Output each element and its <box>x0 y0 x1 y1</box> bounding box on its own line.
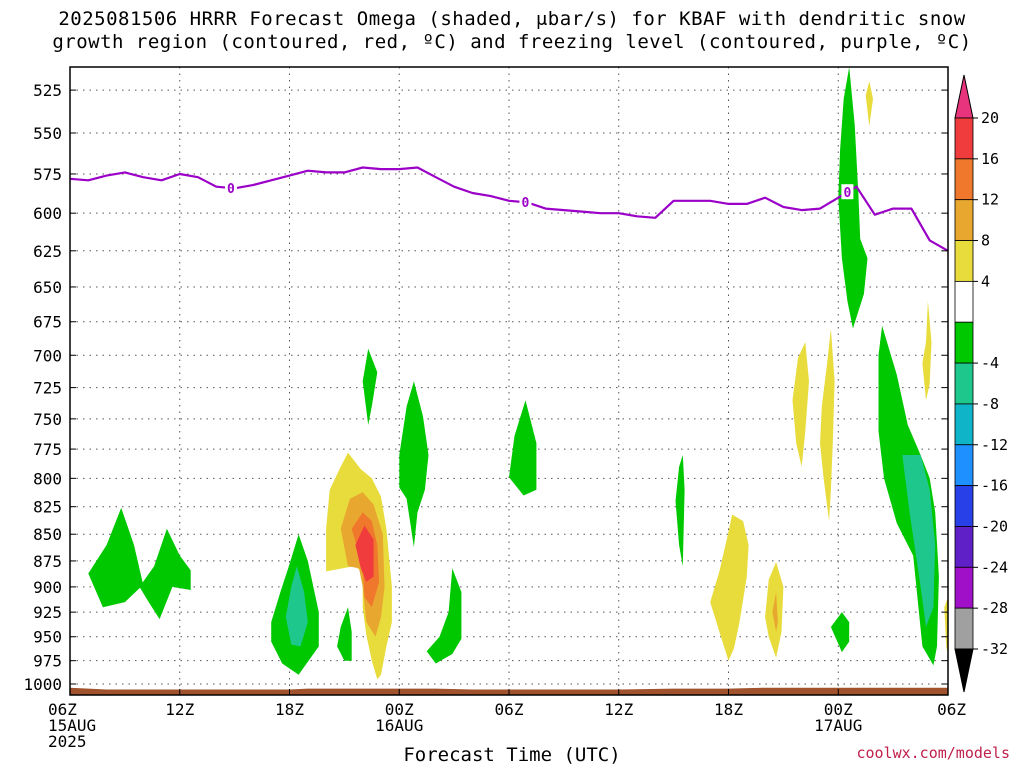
y-tick-label: 525 <box>33 81 62 100</box>
colorbar-label: -28 <box>981 599 1008 617</box>
omega-region <box>922 301 932 401</box>
omega-region <box>710 514 749 661</box>
x-tick-label: 12Z <box>165 700 194 719</box>
colorbar-label: -12 <box>981 436 1008 454</box>
omega-region <box>399 381 429 548</box>
freezing-level-label: 0 <box>843 186 851 201</box>
x-tick-label: 18Z <box>714 700 743 719</box>
grid-lines <box>69 67 949 695</box>
colorbar-label: -8 <box>981 395 999 413</box>
colorbar-segment <box>954 403 974 446</box>
colorbar-label: 20 <box>981 109 999 127</box>
freezing-label-bg <box>519 194 532 210</box>
x-tick-label: 06Z <box>495 700 524 719</box>
x-tick-label: 2025 <box>48 732 87 751</box>
y-tick-label: 600 <box>33 204 62 223</box>
omega-region <box>362 348 378 425</box>
x-tick-label: 06Z <box>937 700 966 719</box>
y-tick-label: 700 <box>33 346 62 365</box>
freezing-level-line <box>69 166 949 252</box>
y-tick-label: 725 <box>33 379 62 398</box>
freezing-label-bg <box>224 179 237 195</box>
omega-region <box>426 568 462 664</box>
colorbar-label: 12 <box>981 191 999 209</box>
x-tick-label: 17AUG <box>814 716 862 735</box>
colorbar-segment <box>954 158 974 201</box>
colorbar-segment <box>954 566 974 609</box>
chart-title-line-1: 2025081506 HRRR Forecast Omega (shaded, … <box>58 8 966 30</box>
omega-region <box>820 328 835 522</box>
y-tick-label: 900 <box>33 578 62 597</box>
colorbar-label: 8 <box>981 232 990 250</box>
colorbar-label: 16 <box>981 150 999 168</box>
colorbar-segment <box>954 321 974 364</box>
y-tick-label: 850 <box>33 525 62 544</box>
colorbar-label: -32 <box>981 640 1008 658</box>
omega-region <box>337 607 352 661</box>
colorbar-segment <box>954 117 974 160</box>
colorbar-label: -20 <box>981 517 1008 535</box>
y-tick-label: 925 <box>33 603 62 622</box>
colorbar-label: -24 <box>981 558 1008 576</box>
x-tick-label: 00Z <box>385 700 414 719</box>
x-tick-label: 06Z <box>48 700 77 719</box>
omega-region <box>139 528 191 620</box>
colorbar: 20 16 12 8 4 -4 -8 -12 -16 -20 -24 -28 -32 <box>954 74 1008 693</box>
chart-title-line-2: growth region (contoured, red, ºC) and f… <box>52 31 972 53</box>
freezing-level-label: 0 <box>522 196 530 211</box>
freezing-label-bg <box>841 184 854 200</box>
y-tick-label: 750 <box>33 410 62 429</box>
omega-region <box>830 612 850 653</box>
x-tick-label: 15AUG <box>48 716 96 735</box>
y-tick-label: 550 <box>33 124 62 143</box>
colorbar-label: -4 <box>981 354 999 372</box>
freezing-level-label: 0 <box>227 182 235 197</box>
omega-region <box>509 400 537 496</box>
omega-region <box>792 342 809 467</box>
x-tick-label: 18Z <box>275 700 304 719</box>
omega-shading <box>88 67 948 680</box>
y-tick-label: 950 <box>33 628 62 647</box>
x-tick-label: 00Z <box>824 700 853 719</box>
y-tick-label: 975 <box>33 652 62 671</box>
y-tick-label: 625 <box>33 242 62 261</box>
colorbar-segment <box>954 362 974 405</box>
omega-region <box>285 566 308 647</box>
x-tick-label: 12Z <box>604 700 633 719</box>
colorbar-top-triangle <box>954 74 974 119</box>
axes: 525 550 575 600 625 650 675 700 725 750 775 800 825 8… <box>23 66 966 751</box>
omega-region <box>88 507 144 608</box>
colorbar-segment <box>954 280 974 323</box>
y-tick-label: 575 <box>33 165 62 184</box>
colorbar-segment <box>954 240 974 282</box>
colorbar-segment <box>954 485 974 527</box>
omega-region <box>865 81 873 127</box>
y-tick-label: 650 <box>33 278 62 297</box>
colorbar-segment <box>954 526 974 568</box>
omega-region <box>355 525 374 582</box>
freezing-level-contour: 0 0 0 <box>69 166 949 252</box>
omega-region <box>902 455 936 627</box>
colorbar-segment <box>954 444 974 487</box>
y-tick-label: 1000 <box>23 675 62 694</box>
colorbar-label: -16 <box>981 477 1008 495</box>
y-tick-label: 875 <box>33 552 62 571</box>
credit-link[interactable]: coolwx.com/models <box>856 744 1010 762</box>
x-axis-label: Forecast Time (UTC) <box>403 744 621 766</box>
y-tick-label: 775 <box>33 440 62 459</box>
colorbar-bottom-triangle <box>954 648 974 693</box>
colorbar-label: 4 <box>981 272 990 290</box>
omega-region <box>675 455 685 567</box>
y-tick-label: 825 <box>33 498 62 517</box>
x-tick-label: 16AUG <box>375 716 423 735</box>
colorbar-segment <box>954 199 974 241</box>
omega-region <box>772 592 778 632</box>
omega-region <box>944 597 948 654</box>
colorbar-segment <box>954 607 974 650</box>
y-tick-label: 675 <box>33 313 62 332</box>
y-tick-label: 800 <box>33 469 62 488</box>
